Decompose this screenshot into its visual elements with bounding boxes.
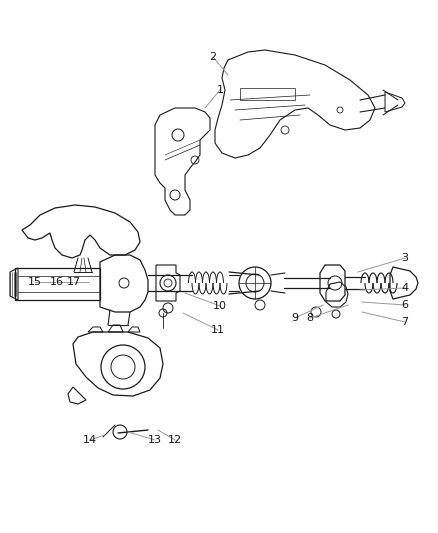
Text: 7: 7 bbox=[402, 317, 409, 327]
Text: 13: 13 bbox=[148, 435, 162, 445]
Text: 2: 2 bbox=[209, 52, 216, 62]
Text: 16: 16 bbox=[50, 277, 64, 287]
Text: 14: 14 bbox=[83, 435, 97, 445]
Text: 15: 15 bbox=[28, 277, 42, 287]
Text: 9: 9 bbox=[291, 313, 299, 323]
Text: 6: 6 bbox=[402, 300, 409, 310]
Text: 1: 1 bbox=[216, 85, 223, 95]
Text: 4: 4 bbox=[402, 283, 409, 293]
Text: 10: 10 bbox=[213, 301, 227, 311]
Text: 8: 8 bbox=[307, 313, 314, 323]
Text: 17: 17 bbox=[67, 277, 81, 287]
Text: 12: 12 bbox=[168, 435, 182, 445]
Text: 11: 11 bbox=[211, 325, 225, 335]
Text: 3: 3 bbox=[402, 253, 409, 263]
